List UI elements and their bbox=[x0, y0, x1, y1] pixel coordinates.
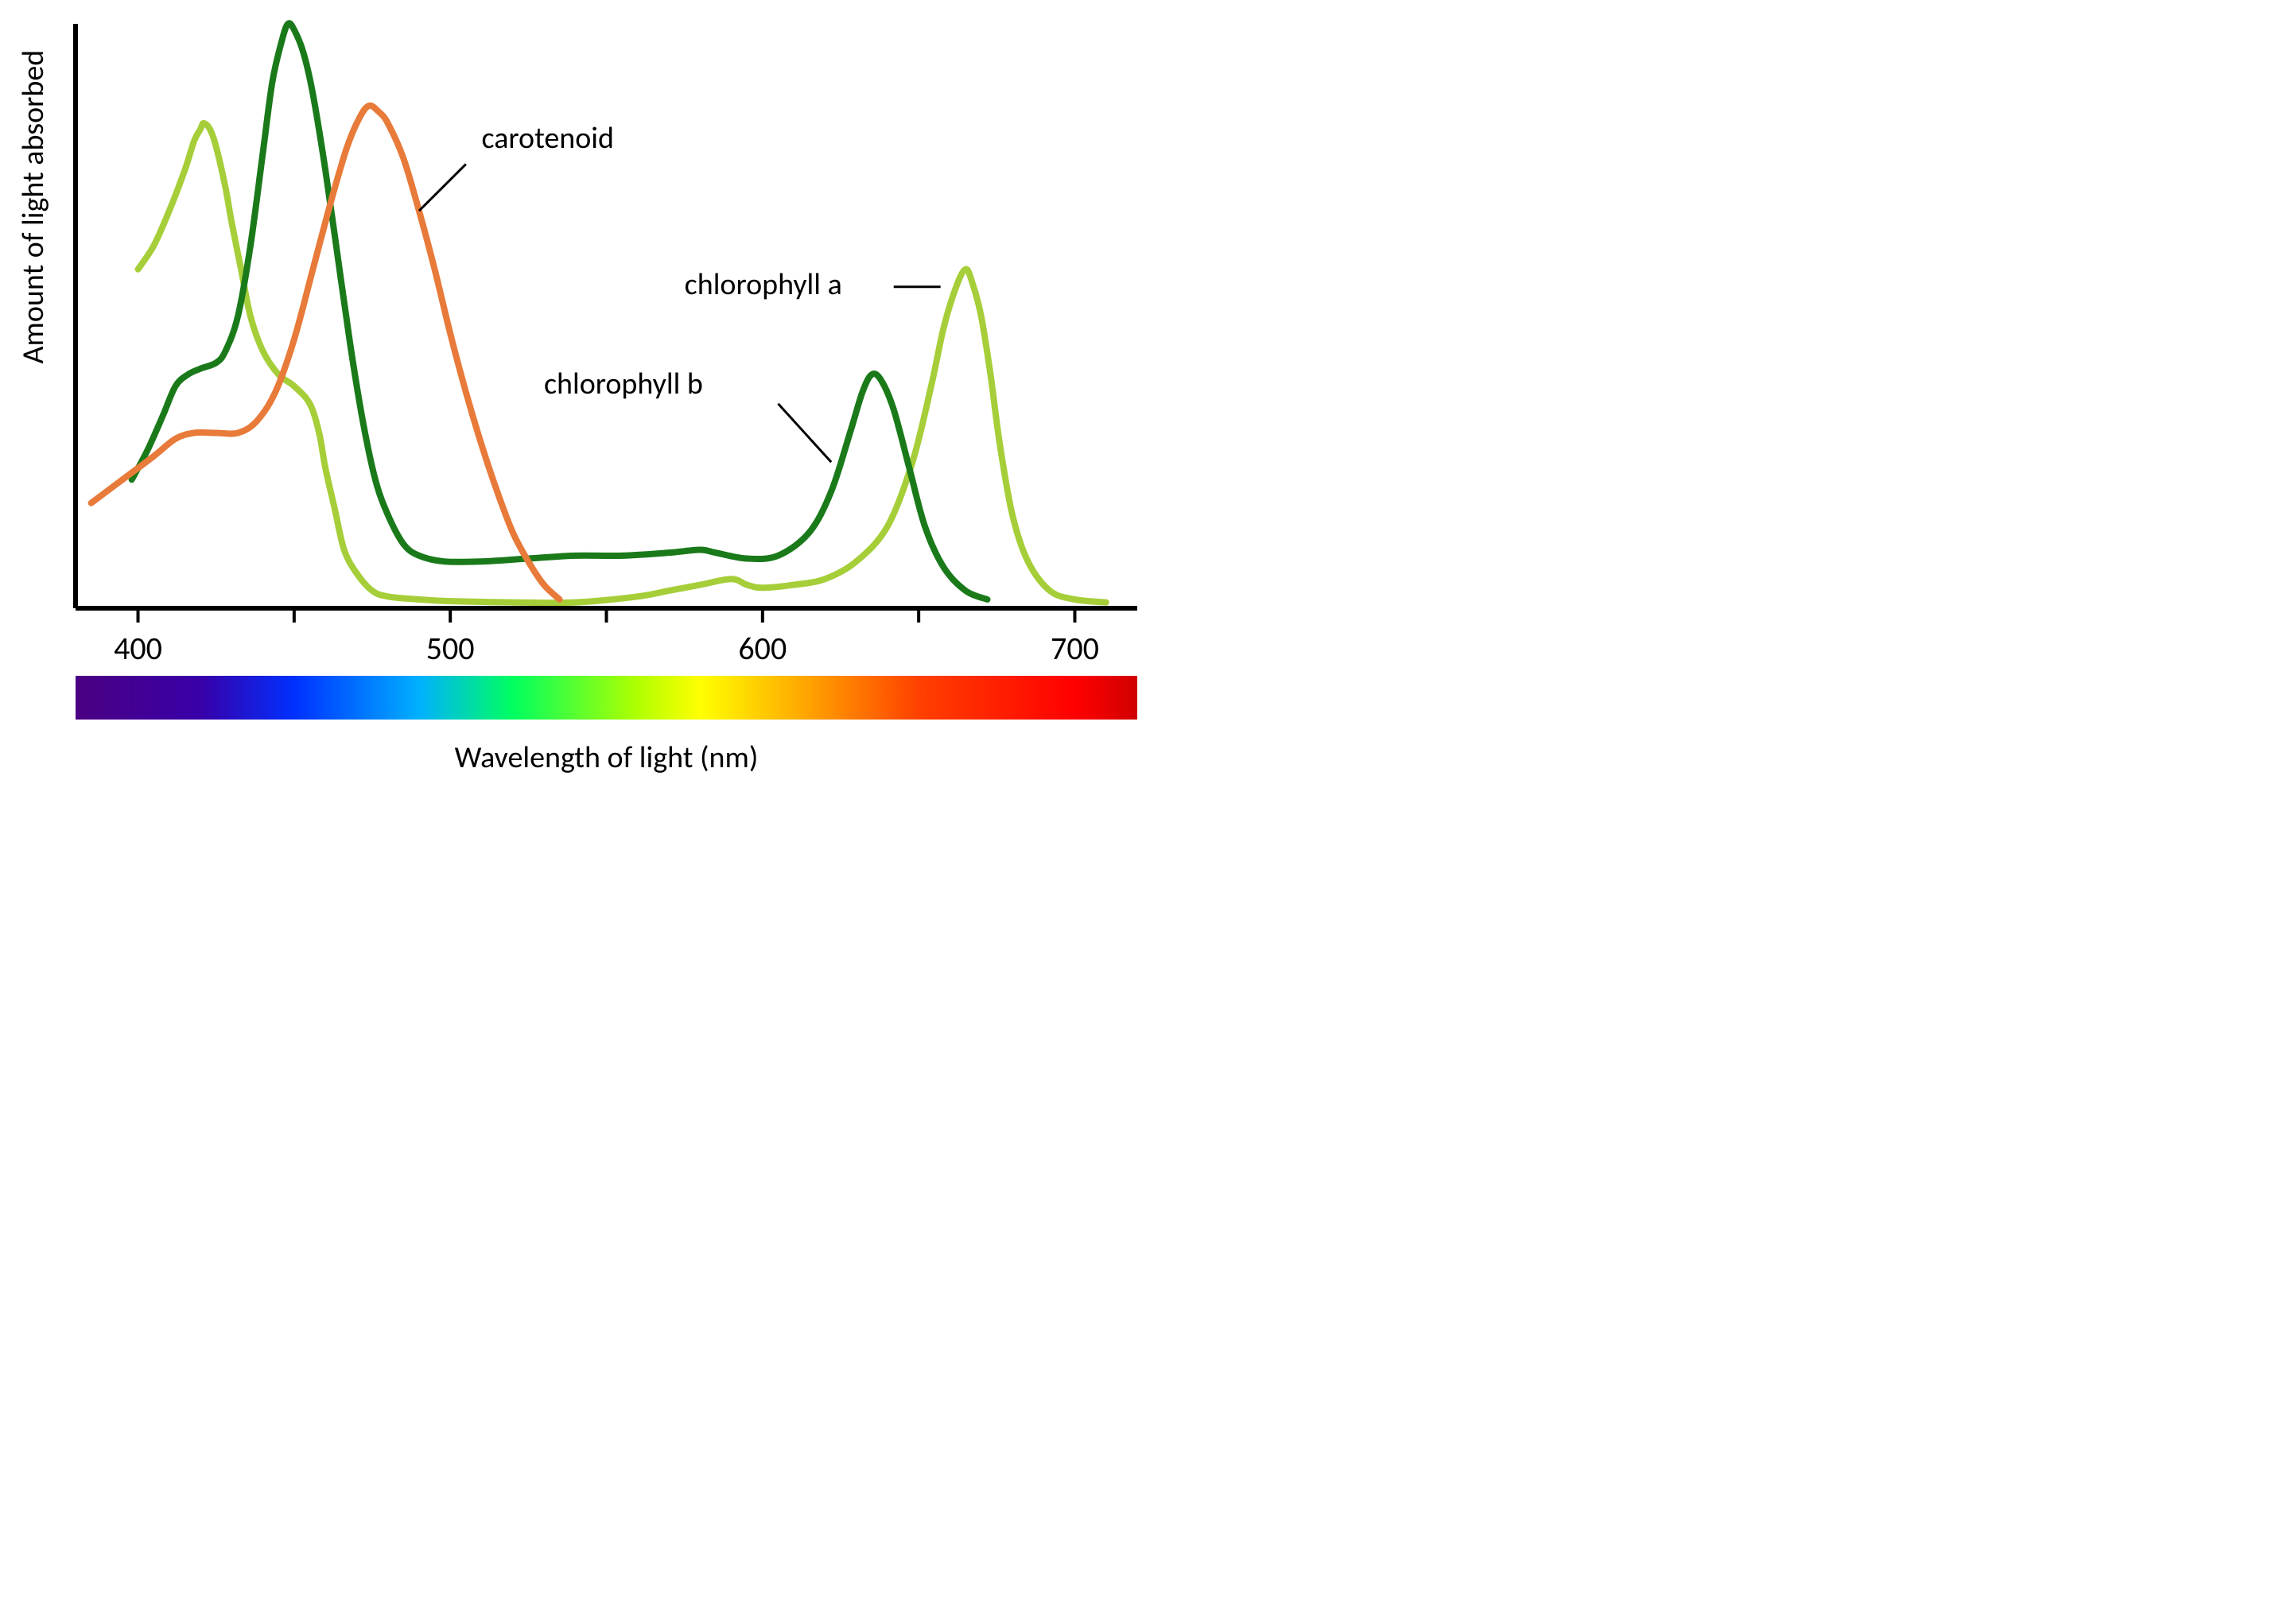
x-axis-label: Wavelength of light (nm) bbox=[455, 739, 759, 776]
x-tick-label: 400 bbox=[114, 629, 162, 668]
x-tick-label: 700 bbox=[1051, 629, 1099, 668]
y-axis-label-group: Amount of light absorbed bbox=[15, 0, 52, 364]
callout-line-chlorophyll_b bbox=[778, 404, 831, 463]
series-label-chlorophyll_a: chlorophyll a bbox=[685, 266, 842, 303]
spectrum-bar bbox=[76, 676, 1137, 720]
series-chlorophyll_b bbox=[132, 23, 988, 599]
chart-svg: 400 500 600 700 chlorophyll a chlorophyll b ca… bbox=[0, 0, 1148, 805]
y-axis-label: Amount of light absorbed bbox=[15, 50, 52, 364]
x-tick-label: 500 bbox=[426, 629, 475, 668]
series-label-chlorophyll_b: chlorophyll b bbox=[544, 366, 703, 402]
callout-line-carotenoid bbox=[419, 164, 466, 211]
absorption-spectrum-chart: 400 500 600 700 chlorophyll a chlorophyll b ca… bbox=[0, 0, 1148, 805]
x-tick-label: 600 bbox=[738, 629, 787, 668]
series-label-carotenoid: carotenoid bbox=[481, 120, 614, 157]
